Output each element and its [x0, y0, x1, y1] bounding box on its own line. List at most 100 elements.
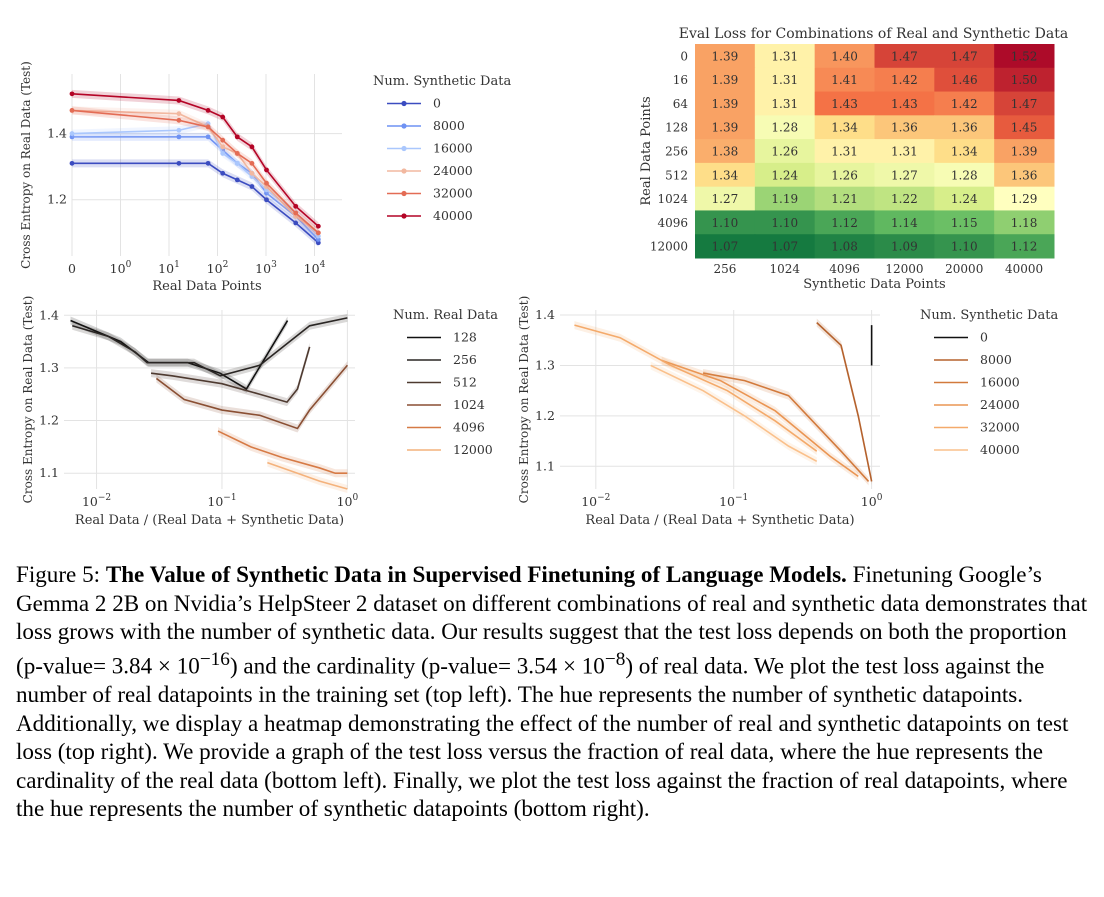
series-line-8000	[816, 322, 873, 482]
legend-marker-8000	[401, 123, 407, 129]
series-point-24000	[249, 170, 255, 176]
heatmap-cell	[934, 162, 995, 188]
heatmap-cell	[695, 234, 756, 259]
legend-label-256: 256	[453, 352, 477, 367]
x-tick-label: 101	[158, 260, 180, 276]
heatmap-value: 1.28	[951, 168, 978, 182]
series-point-24000	[176, 111, 182, 117]
series-point-0	[69, 160, 75, 166]
series-line-32000	[574, 324, 818, 452]
heatmap-row-label: 1024	[657, 192, 688, 206]
series-group	[574, 318, 873, 486]
heatmap-cell	[754, 44, 816, 69]
series-point-40000	[176, 98, 182, 103]
heatmap-value: 1.29	[1011, 192, 1038, 206]
x-tick-label: 100	[861, 493, 883, 509]
legend-marker-40000	[401, 213, 407, 219]
heatmap-value: 1.08	[831, 240, 858, 254]
heatmap-value: 1.38	[712, 145, 739, 159]
panel-top-right-heatmap: Eval Loss for Combinations of Real and S…	[639, 26, 1068, 292]
heatmap-value: 1.39	[712, 97, 739, 111]
heatmap-cell	[695, 44, 756, 69]
series-point-24000	[220, 144, 226, 150]
heatmap-value: 1.22	[891, 192, 918, 206]
series-point-0	[176, 160, 182, 166]
series-point-0	[220, 170, 226, 176]
series-band-1024	[156, 361, 348, 433]
heatmap-value: 1.39	[712, 49, 739, 63]
heatmap-value: 1.31	[831, 145, 858, 159]
legend-label-16000: 16000	[433, 141, 473, 156]
heatmap-value: 1.36	[951, 121, 978, 135]
heatmap-value: 1.12	[831, 216, 858, 230]
y-tick-label: 1.1	[39, 465, 59, 480]
series-point-8000	[264, 190, 269, 196]
heatmap-cell	[695, 115, 756, 140]
series-band-4096	[218, 427, 348, 478]
heatmap-cell	[754, 210, 816, 235]
series-point-40000	[220, 114, 226, 120]
figure-caption: Figure 5: The Value of Synthetic Data in…	[16, 560, 1091, 823]
heatmap-cell	[754, 186, 816, 211]
heatmap-row-label: 64	[673, 97, 689, 111]
heatmap-value: 1.47	[891, 49, 918, 63]
x-tick-label: 10−1	[719, 493, 748, 509]
legend-label-128: 128	[453, 330, 477, 345]
legend: Num. Synthetic Data 0 8000 16000 24000 32000 4…	[373, 74, 511, 223]
heatmap-cell	[695, 162, 756, 188]
series-point-8000	[205, 134, 211, 140]
panel-top-left-line-chart: 0 100 101 102 103 104 1.2 1.4 Real Data Points Cr…	[19, 61, 511, 294]
series-line-12000	[267, 461, 348, 490]
heatmap-col-label: 256	[713, 262, 736, 276]
heatmap-cell	[814, 139, 875, 164]
legend-label-0: 0	[980, 330, 988, 345]
heatmap-cell	[934, 234, 995, 259]
y-tick-label: 1.2	[47, 192, 67, 207]
panel-bottom-left-line-chart: 10−2 10−1 100 1.1 1.2 1.3 1.4 Real Data / (Real…	[21, 296, 498, 528]
series-band-32000	[72, 106, 319, 237]
series-line-512	[150, 346, 311, 404]
heatmap-value: 1.36	[1011, 168, 1038, 182]
heatmap-value: 1.27	[891, 168, 918, 182]
legend-label-32000: 32000	[980, 420, 1020, 435]
series-point-40000	[249, 144, 255, 150]
series-point-40000	[315, 223, 321, 229]
heatmap-value: 1.43	[831, 97, 858, 111]
heatmap-cell	[754, 234, 816, 259]
heatmap-cell	[874, 162, 935, 188]
x-tick-label: 103	[255, 260, 277, 276]
heatmap-value: 1.42	[891, 73, 918, 87]
heatmap-cell	[695, 67, 756, 93]
heatmap-cell	[994, 234, 1055, 259]
figure-panels: 0 100 101 102 103 104 1.2 1.4 Real Data Points Cr…	[19, 26, 1068, 528]
x-axis-label: Real Data / (Real Data + Synthetic Data)	[75, 513, 344, 528]
heatmap-col-label: 20000	[945, 262, 983, 276]
heatmap-value: 1.42	[951, 97, 978, 111]
x-tick-label: 0	[68, 261, 76, 276]
heatmap-cell	[994, 210, 1055, 235]
heatmap-y-label: Real Data Points	[639, 96, 654, 205]
heatmap-cell	[754, 139, 816, 164]
series-line-16000	[702, 372, 870, 482]
heatmap-cell	[814, 234, 875, 259]
heatmap-cell	[754, 91, 816, 116]
series-point-16000	[220, 151, 226, 156]
heatmap-cell	[934, 210, 995, 235]
heatmap-cell	[934, 44, 995, 69]
heatmap-value: 1.40	[831, 49, 858, 63]
series-point-32000	[264, 180, 269, 186]
heatmap-value: 1.12	[1011, 240, 1038, 254]
x-tick-label: 10−2	[82, 493, 111, 509]
x-tick-label: 10−2	[581, 493, 610, 509]
legend-label-24000: 24000	[433, 163, 473, 178]
legend-marker-16000	[401, 145, 407, 152]
series-point-40000	[264, 167, 269, 173]
heatmap-cell	[934, 67, 995, 93]
heatmap-cell	[994, 139, 1055, 164]
x-axis-label: Real Data / (Real Data + Synthetic Data)	[585, 513, 854, 528]
series-point-40000	[234, 134, 240, 140]
x-tick-label: 102	[207, 260, 229, 276]
heatmap-cell	[814, 91, 875, 116]
heatmap-value: 1.07	[712, 240, 739, 254]
heatmap-value: 1.14	[891, 216, 918, 230]
